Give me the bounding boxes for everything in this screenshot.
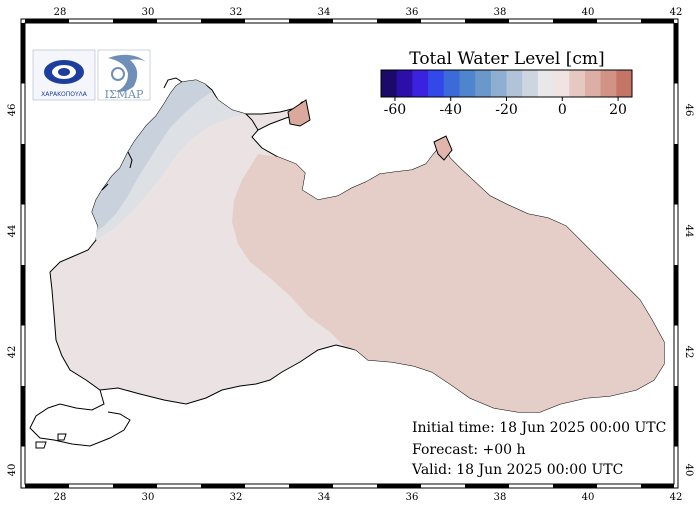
legend-ticks: -60 -40 -20 0 20 bbox=[384, 97, 627, 118]
azov-spot bbox=[287, 99, 311, 127]
frame-stripe bbox=[289, 484, 333, 488]
coastline-detail bbox=[101, 77, 259, 191]
legend-color-cell bbox=[522, 70, 539, 97]
lon-label: 34 bbox=[318, 492, 331, 503]
legend-color-cell bbox=[459, 70, 476, 97]
logo-left-text: ΧΑΡΑΚΟΠΟΥΛΑ bbox=[41, 91, 88, 98]
lat-label: 40 bbox=[683, 464, 694, 477]
map-frame-outer bbox=[20, 18, 679, 489]
forecast-text: Forecast: +00 h bbox=[412, 442, 526, 458]
lat-label: 40 bbox=[7, 464, 18, 477]
legend-color-cell bbox=[553, 70, 570, 97]
legend-title: Total Water Level [cm] bbox=[409, 49, 604, 69]
lat-label: 42 bbox=[7, 346, 18, 359]
frame-stripe bbox=[641, 19, 674, 23]
lon-label: 40 bbox=[582, 492, 595, 503]
lon-label: 30 bbox=[142, 492, 155, 503]
frame-stripe bbox=[201, 484, 245, 488]
lat-label: 44 bbox=[683, 225, 694, 238]
kerch-inlet bbox=[433, 135, 453, 161]
marmara-islands bbox=[35, 433, 67, 449]
legend-tick-label: -40 bbox=[439, 102, 462, 118]
lat-labels-right: 40 42 44 46 bbox=[683, 104, 694, 477]
legend-color-cell bbox=[412, 70, 429, 97]
lon-label: 38 bbox=[494, 492, 507, 503]
frame-stripe bbox=[674, 23, 678, 84]
lon-label: 28 bbox=[54, 7, 67, 18]
nw-shelf-inner bbox=[96, 92, 246, 240]
legend-color-cell bbox=[600, 70, 617, 97]
lon-label: 32 bbox=[230, 7, 243, 18]
legend: Total Water Level [cm] -60 -40 -20 0 20 bbox=[380, 49, 633, 118]
legend-tick-label: 0 bbox=[558, 102, 567, 118]
legend-color-cell bbox=[584, 70, 602, 97]
frame-stripe bbox=[674, 144, 678, 205]
legend-tick-label: -60 bbox=[384, 102, 407, 118]
frame-stripe bbox=[21, 144, 25, 205]
legend-color-cell bbox=[569, 70, 586, 97]
sea-east-region bbox=[232, 142, 664, 412]
lat-labels-left: 40 42 44 46 bbox=[7, 104, 18, 477]
nw-shelf-region bbox=[92, 80, 212, 232]
lat-label: 46 bbox=[683, 104, 694, 117]
frame-stripe bbox=[465, 484, 509, 488]
logo-right-text: ΙΣΜΑΡ bbox=[105, 88, 144, 101]
lon-label: 34 bbox=[318, 7, 331, 18]
frame-stripe bbox=[377, 484, 421, 488]
legend-color-cell bbox=[490, 70, 507, 97]
frame-stripe bbox=[21, 386, 25, 447]
frame-stripe bbox=[674, 265, 678, 326]
marmara-coast bbox=[29, 389, 131, 447]
legend-color-cell bbox=[396, 70, 413, 97]
legend-color-cell bbox=[443, 70, 460, 97]
valid-time-text: Valid: 18 Jun 2025 00:00 UTC bbox=[412, 462, 624, 478]
frame-stripe bbox=[25, 19, 69, 23]
logo-harakopoulas: ΧΑΡΑΚΟΠΟΥΛΑ bbox=[32, 49, 96, 101]
legend-tick-label: -20 bbox=[495, 102, 518, 118]
frame-stripe bbox=[201, 19, 245, 23]
frame-stripe bbox=[113, 19, 157, 23]
lon-label: 30 bbox=[142, 7, 155, 18]
lon-label: 42 bbox=[670, 492, 683, 503]
lon-label: 36 bbox=[406, 492, 419, 503]
frame-stripe bbox=[674, 386, 678, 447]
lat-label: 46 bbox=[7, 104, 18, 117]
lat-label: 44 bbox=[7, 225, 18, 238]
frame-stripe bbox=[289, 19, 333, 23]
legend-color-cell bbox=[506, 70, 523, 97]
lon-label: 38 bbox=[494, 7, 507, 18]
lon-labels-bottom: 28 30 32 34 36 38 40 42 bbox=[54, 492, 683, 503]
legend-color-cell bbox=[381, 70, 398, 97]
lon-labels-top: 28 30 32 34 36 38 40 42 bbox=[54, 7, 683, 18]
lon-label: 40 bbox=[582, 7, 595, 18]
initial-time-text: Initial time: 18 Jun 2025 00:00 UTC bbox=[412, 420, 667, 436]
frame-stripe bbox=[553, 484, 597, 488]
frame-stripes bbox=[21, 19, 678, 488]
lon-label: 32 bbox=[230, 492, 243, 503]
frame-stripe bbox=[21, 265, 25, 326]
legend-tick-label: 20 bbox=[609, 102, 627, 118]
lon-label: 36 bbox=[406, 7, 419, 18]
legend-color-cell bbox=[475, 70, 492, 97]
legend-colorbar bbox=[380, 69, 633, 98]
lat-label: 42 bbox=[683, 346, 694, 359]
frame-stripe bbox=[377, 19, 421, 23]
legend-color-cell bbox=[537, 70, 554, 97]
lon-label: 28 bbox=[54, 492, 67, 503]
lon-label: 42 bbox=[670, 7, 683, 18]
map-frame-inner bbox=[24, 22, 675, 485]
frame-stripe bbox=[641, 484, 674, 488]
frame-stripe bbox=[25, 484, 69, 488]
frame-stripe bbox=[465, 19, 509, 23]
frame-stripe bbox=[553, 19, 597, 23]
legend-color-cell bbox=[428, 70, 445, 97]
legend-color-cell bbox=[616, 70, 633, 97]
frame-stripe bbox=[113, 484, 157, 488]
logo-ismar: ΙΣΜΑΡ bbox=[97, 49, 151, 101]
frame-stripe bbox=[21, 23, 25, 84]
